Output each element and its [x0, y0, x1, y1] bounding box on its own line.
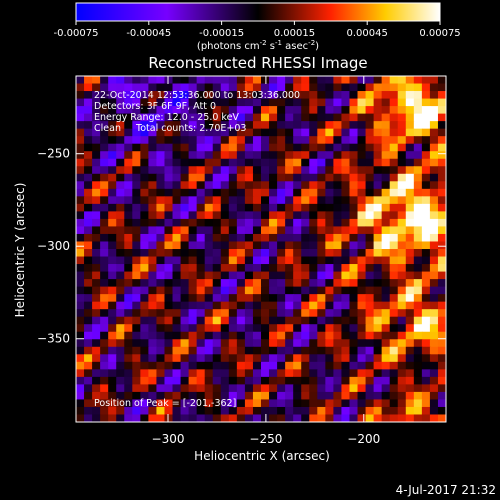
colorbar-tick-label: -0.00075: [54, 28, 99, 39]
y-tick-label: −300: [37, 239, 70, 253]
y-tick-label: −250: [37, 147, 70, 161]
y-axis-label: Heliocentric Y (arcsec): [13, 183, 27, 318]
colorbar-unit-label: (photons cm-2 s-1 asec-2): [197, 39, 319, 52]
peak-position-label: Position of Peak = [-201,-362]: [94, 398, 236, 409]
colorbar-ticks: -0.00075 -0.00045 -0.00015 0.00015 0.00045 0.…: [54, 21, 461, 39]
annotation-time-range: 22-Oct-2014 12:53:36.000 to 13:03:36.000: [94, 90, 300, 101]
colorbar-tick-label: -0.00045: [126, 28, 171, 39]
annotation-clean-counts: Clean Total counts: 2.70E+03: [94, 123, 246, 134]
axis-ticks: −300 −250 −200 −250 −300 −350: [37, 76, 446, 446]
x-axis-label: Heliocentric X (arcsec): [194, 449, 330, 463]
colorbar-tick-label: 0.00075: [419, 28, 460, 39]
colorbar-tick-label: 0.00015: [274, 28, 315, 39]
y-tick-label: −350: [37, 332, 70, 346]
colorbar-tick-label: 0.00045: [347, 28, 388, 39]
x-tick-label: −200: [347, 432, 380, 446]
footer-timestamp: 4-Jul-2017 21:32: [396, 483, 496, 497]
heatmap-image: [76, 76, 446, 422]
colorbar-tick-label: -0.00015: [199, 28, 244, 39]
x-tick-label: −250: [249, 432, 282, 446]
annotation-energy-range: Energy Range: 12.0 - 25.0 keV: [94, 112, 239, 123]
chart-title: Reconstructed RHESSI Image: [148, 54, 367, 72]
x-tick-label: −300: [152, 432, 185, 446]
colorbar-gradient: [75, 2, 441, 22]
plot-frame: [75, 75, 447, 423]
annotation-detectors: Detectors: 3F 6F 9F, Att 0: [94, 101, 216, 112]
annotation-block: 22-Oct-2014 12:53:36.000 to 13:03:36.000…: [94, 90, 300, 134]
colorbar: -0.00075 -0.00045 -0.00015 0.00015 0.00045 0.…: [54, 2, 461, 52]
